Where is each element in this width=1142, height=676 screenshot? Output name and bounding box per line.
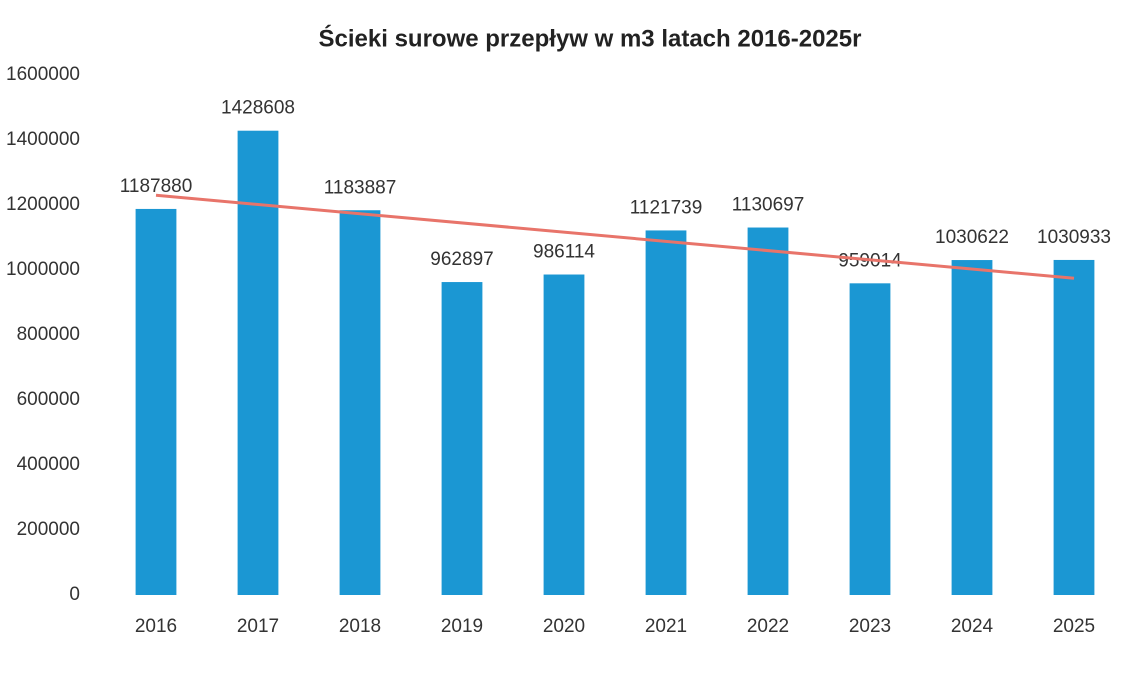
x-tick-label: 2018 <box>339 616 381 637</box>
y-tick-label: 0 <box>69 584 80 605</box>
y-tick-label: 1200000 <box>6 194 80 215</box>
y-tick-label: 400000 <box>17 454 80 475</box>
data-label: 1183887 <box>324 177 397 198</box>
data-label: 1130697 <box>732 195 805 216</box>
y-tick-label: 600000 <box>17 389 80 410</box>
x-tick-label: 2023 <box>849 616 891 637</box>
y-tick-label: 1000000 <box>6 259 80 280</box>
x-tick-label: 2021 <box>645 616 687 637</box>
bar <box>441 282 483 595</box>
x-tick-label: 2022 <box>747 616 789 637</box>
x-tick-label: 2020 <box>543 616 585 637</box>
data-label: 1121739 <box>630 197 703 218</box>
x-tick-label: 2024 <box>951 616 994 637</box>
data-label: 1187880 <box>120 176 193 197</box>
bar <box>747 227 789 595</box>
y-tick-label: 800000 <box>17 324 80 345</box>
bar <box>339 210 381 595</box>
bar <box>135 208 177 595</box>
bar <box>849 283 891 595</box>
x-tick-label: 2025 <box>1053 616 1095 637</box>
data-label: 962897 <box>430 249 493 270</box>
data-label: 1030622 <box>935 227 1009 248</box>
bar <box>1053 259 1095 595</box>
data-label: 986114 <box>533 242 595 263</box>
bar <box>951 260 993 595</box>
x-tick-label: 2016 <box>135 616 177 637</box>
y-tick-label: 200000 <box>17 519 80 540</box>
x-tick-label: 2019 <box>441 616 483 637</box>
bar <box>645 230 687 596</box>
bar <box>237 130 279 595</box>
y-tick-label: 1600000 <box>6 64 80 85</box>
x-tick-label: 2017 <box>237 616 279 637</box>
y-tick-label: 1400000 <box>6 129 80 150</box>
chart-title: Ścieki surowe przepływ w m3 latach 2016-… <box>319 24 862 52</box>
data-label: 1428608 <box>221 98 295 119</box>
trend-line <box>155 193 1075 280</box>
data-label: 1030933 <box>1037 227 1111 248</box>
bar <box>543 274 585 595</box>
